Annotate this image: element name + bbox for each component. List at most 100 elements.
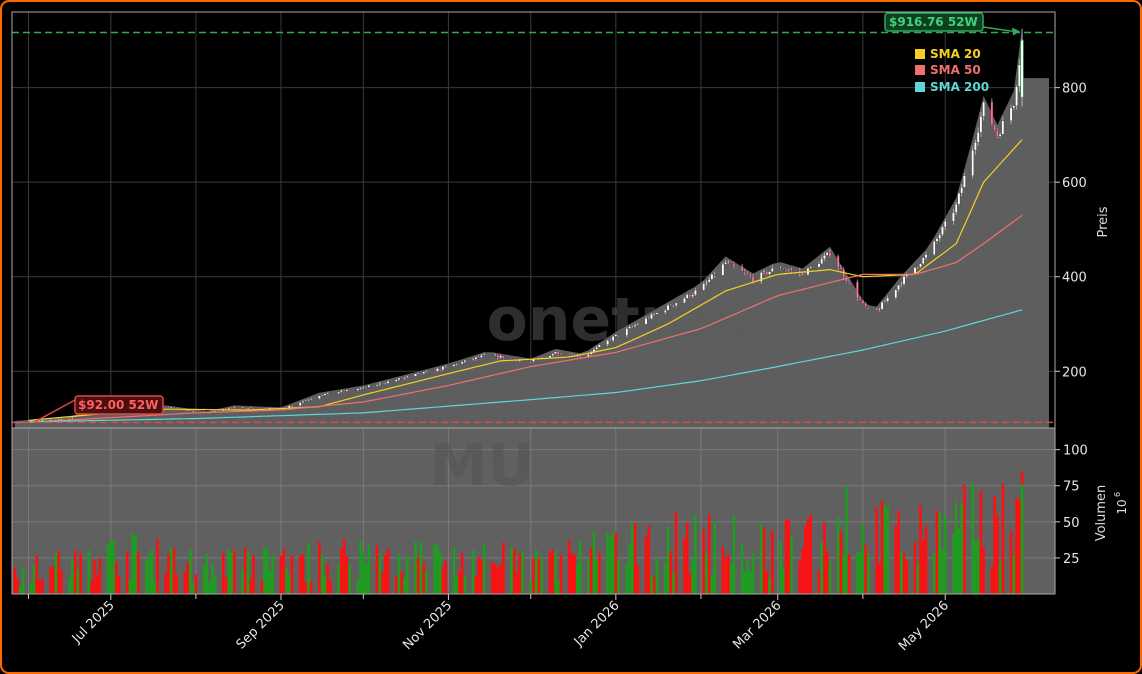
volume-bar bbox=[990, 566, 994, 594]
candle-body bbox=[952, 212, 955, 222]
volume-bar bbox=[397, 553, 401, 594]
volume-bar bbox=[817, 570, 821, 594]
volume-bar bbox=[713, 521, 716, 594]
volume-tick-label: 75 bbox=[1063, 480, 1080, 495]
candle-body bbox=[252, 407, 255, 409]
volume-axis-ticks: 25 50 75 100 bbox=[1055, 444, 1088, 567]
candle-body bbox=[878, 309, 881, 311]
volume-bar bbox=[150, 549, 154, 594]
candle-body bbox=[771, 268, 774, 272]
volume-bar bbox=[252, 555, 255, 594]
candle-body bbox=[880, 302, 884, 310]
candle-body bbox=[202, 410, 206, 412]
volume-bar bbox=[375, 545, 379, 594]
candle-body bbox=[900, 283, 903, 286]
volume-bar bbox=[394, 575, 398, 594]
volume-bar bbox=[548, 552, 552, 594]
volume-bar bbox=[554, 551, 557, 594]
volume-bar bbox=[652, 576, 656, 594]
candle-body bbox=[554, 351, 557, 355]
volume-bar bbox=[18, 585, 22, 594]
volume-bar bbox=[348, 563, 351, 594]
volume-bar bbox=[587, 557, 590, 594]
candle-body bbox=[779, 268, 782, 270]
volume-bar bbox=[115, 561, 118, 594]
candle-body bbox=[169, 407, 173, 409]
volume-bar bbox=[856, 552, 859, 594]
volume-bar bbox=[798, 560, 802, 594]
candle-body bbox=[864, 303, 867, 307]
candle-body bbox=[595, 346, 598, 350]
candle-body bbox=[935, 238, 939, 242]
candle-body bbox=[858, 298, 862, 301]
price-axis-ticks: 200 400 600 800 bbox=[1055, 82, 1087, 380]
candle-body bbox=[836, 255, 840, 268]
candle-body bbox=[820, 258, 823, 264]
high-52w-arrowhead bbox=[1012, 27, 1021, 36]
volume-bar bbox=[329, 579, 332, 594]
candle-body bbox=[167, 406, 170, 409]
volume-bar bbox=[982, 547, 985, 594]
volume-bar bbox=[740, 542, 744, 594]
volume-bar bbox=[416, 557, 420, 594]
volume-bar bbox=[886, 507, 889, 594]
volume-bar bbox=[529, 580, 533, 594]
candle-body bbox=[455, 363, 458, 365]
candle-body bbox=[384, 383, 387, 385]
candle-body bbox=[318, 395, 321, 399]
volume-bar bbox=[905, 560, 909, 594]
volume-bar bbox=[567, 540, 571, 594]
volume-bar bbox=[422, 562, 426, 594]
price-tick-label: 400 bbox=[1062, 271, 1087, 286]
volume-bar bbox=[502, 542, 505, 594]
candle-body bbox=[666, 304, 670, 311]
volume-bar bbox=[381, 572, 384, 594]
candle-body bbox=[787, 270, 791, 272]
volume-bar bbox=[211, 564, 214, 594]
volume-bar bbox=[672, 573, 675, 594]
volume-bar bbox=[633, 523, 637, 594]
volume-bar bbox=[249, 579, 253, 594]
sma-lines bbox=[28, 139, 1023, 423]
volume-bar bbox=[95, 574, 99, 594]
volume-bar bbox=[433, 543, 436, 594]
candle-body bbox=[691, 294, 694, 297]
volume-bar bbox=[183, 572, 187, 594]
candle-body bbox=[971, 149, 974, 176]
candle-body bbox=[957, 193, 961, 205]
volume-bar bbox=[727, 554, 730, 594]
volume-bar bbox=[839, 531, 843, 594]
volume-bar bbox=[156, 539, 159, 594]
candle-body bbox=[636, 324, 640, 326]
volume-bar bbox=[326, 563, 329, 594]
candle-body bbox=[932, 241, 936, 255]
volume-bar bbox=[913, 541, 917, 594]
volume-bar bbox=[743, 572, 747, 594]
volume-bar bbox=[631, 523, 634, 594]
volume-bar bbox=[614, 532, 618, 594]
high-52w-arrow bbox=[982, 26, 1015, 33]
volume-bar bbox=[169, 547, 173, 594]
volume-bar bbox=[471, 550, 475, 594]
volume-bar bbox=[290, 555, 294, 594]
candle-body bbox=[760, 272, 763, 282]
candle-body bbox=[768, 271, 771, 275]
volume-bar bbox=[770, 530, 774, 594]
candle-body bbox=[362, 386, 365, 389]
volume-bar bbox=[954, 502, 958, 594]
volume-bar bbox=[265, 548, 269, 594]
volume-bar bbox=[609, 536, 612, 594]
volume-bar bbox=[669, 551, 673, 594]
candle-body bbox=[1018, 64, 1021, 87]
volume-bar bbox=[90, 581, 93, 594]
volume-bars bbox=[13, 472, 1024, 594]
low-52w-label-box bbox=[74, 395, 164, 415]
sma-line-sma50 bbox=[28, 214, 1023, 423]
candle-body bbox=[513, 358, 516, 360]
volume-bar bbox=[749, 571, 752, 594]
volume-bar bbox=[702, 529, 705, 594]
volume-bar bbox=[87, 550, 91, 594]
volume-bar bbox=[260, 580, 264, 594]
volume-bar bbox=[444, 560, 447, 594]
volume-bar bbox=[222, 552, 225, 594]
